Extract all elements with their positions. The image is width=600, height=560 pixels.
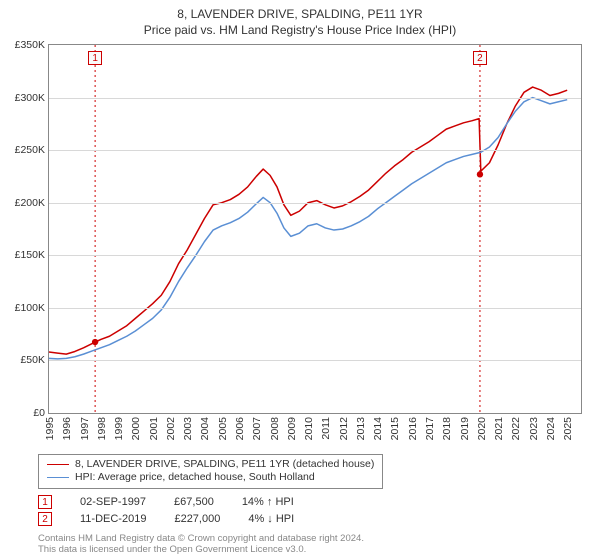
x-axis-label: 2025 xyxy=(562,417,574,440)
x-axis-label: 2008 xyxy=(269,417,281,440)
event-price: £67,500 xyxy=(174,496,214,508)
gridline-h xyxy=(49,98,581,99)
footnote: Contains HM Land Registry data © Crown c… xyxy=(38,534,364,556)
event-price: £227,000 xyxy=(174,513,220,525)
x-axis-label: 1997 xyxy=(79,417,91,440)
events-block: 1 02-SEP-1997 £67,500 14% ↑ HPI 2 11-DEC… xyxy=(38,495,294,529)
legend-line-swatch xyxy=(47,477,69,478)
gridline-h xyxy=(49,360,581,361)
x-axis-label: 2007 xyxy=(251,417,263,440)
chart-container: 8, LAVENDER DRIVE, SPALDING, PE11 1YR Pr… xyxy=(0,0,600,560)
marker-number-box: 1 xyxy=(88,51,102,65)
event-date: 02-SEP-1997 xyxy=(80,496,146,508)
gridline-h xyxy=(49,255,581,256)
legend-box: 8, LAVENDER DRIVE, SPALDING, PE11 1YR (d… xyxy=(38,454,383,489)
marker-dot xyxy=(477,171,483,177)
title-address: 8, LAVENDER DRIVE, SPALDING, PE11 1YR xyxy=(0,6,600,22)
x-axis-label: 2004 xyxy=(199,417,211,440)
marker-number-box: 2 xyxy=(473,51,487,65)
y-axis-label: £350K xyxy=(5,39,45,51)
x-axis-label: 2005 xyxy=(217,417,229,440)
event-date: 11-DEC-2019 xyxy=(80,513,146,525)
x-axis-label: 2001 xyxy=(148,417,160,440)
x-axis-label: 2023 xyxy=(528,417,540,440)
x-axis-label: 1996 xyxy=(61,417,73,440)
title-block: 8, LAVENDER DRIVE, SPALDING, PE11 1YR Pr… xyxy=(0,0,600,38)
legend-line-swatch xyxy=(47,464,69,465)
x-axis-label: 2014 xyxy=(372,417,384,440)
x-axis-label: 2016 xyxy=(407,417,419,440)
title-subtitle: Price paid vs. HM Land Registry's House … xyxy=(0,22,600,38)
x-axis-label: 2022 xyxy=(510,417,522,440)
series-line xyxy=(49,87,567,354)
x-axis-label: 2000 xyxy=(130,417,142,440)
y-axis-label: £50K xyxy=(5,354,45,366)
x-axis-label: 2021 xyxy=(493,417,505,440)
chart-area: £0£50K£100K£150K£200K£250K£300K£350K1995… xyxy=(48,44,582,414)
y-axis-label: £250K xyxy=(5,144,45,156)
event-delta: 14% ↑ HPI xyxy=(242,496,294,508)
x-axis-label: 2009 xyxy=(286,417,298,440)
gridline-h xyxy=(49,308,581,309)
x-axis-label: 2012 xyxy=(338,417,350,440)
y-axis-label: £200K xyxy=(5,197,45,209)
chart-svg xyxy=(49,45,581,413)
gridline-h xyxy=(49,150,581,151)
series-line xyxy=(49,98,567,359)
footnote-line: This data is licensed under the Open Gov… xyxy=(38,545,364,556)
x-axis-label: 2024 xyxy=(545,417,557,440)
legend-item: 8, LAVENDER DRIVE, SPALDING, PE11 1YR (d… xyxy=(47,458,374,470)
x-axis-label: 2017 xyxy=(424,417,436,440)
x-axis-label: 2010 xyxy=(303,417,315,440)
x-axis-label: 2011 xyxy=(320,417,332,440)
x-axis-label: 2003 xyxy=(182,417,194,440)
x-axis-label: 2002 xyxy=(165,417,177,440)
y-axis-label: £100K xyxy=(5,302,45,314)
event-marker-box: 1 xyxy=(38,495,52,509)
x-axis-label: 2018 xyxy=(441,417,453,440)
y-axis-label: £300K xyxy=(5,92,45,104)
legend-label: 8, LAVENDER DRIVE, SPALDING, PE11 1YR (d… xyxy=(75,458,374,470)
x-axis-label: 1995 xyxy=(44,417,56,440)
gridline-h xyxy=(49,203,581,204)
x-axis-label: 2006 xyxy=(234,417,246,440)
x-axis-label: 2015 xyxy=(389,417,401,440)
x-axis-label: 2019 xyxy=(459,417,471,440)
y-axis-label: £150K xyxy=(5,249,45,261)
event-row: 1 02-SEP-1997 £67,500 14% ↑ HPI xyxy=(38,495,294,509)
y-axis-label: £0 xyxy=(5,407,45,419)
legend-label: HPI: Average price, detached house, Sout… xyxy=(75,471,315,483)
event-marker-box: 2 xyxy=(38,512,52,526)
x-axis-label: 1998 xyxy=(96,417,108,440)
x-axis-label: 2020 xyxy=(476,417,488,440)
event-delta: 4% ↓ HPI xyxy=(248,513,294,525)
x-axis-label: 1999 xyxy=(113,417,125,440)
event-row: 2 11-DEC-2019 £227,000 4% ↓ HPI xyxy=(38,512,294,526)
x-axis-label: 2013 xyxy=(355,417,367,440)
legend-item: HPI: Average price, detached house, Sout… xyxy=(47,471,374,483)
